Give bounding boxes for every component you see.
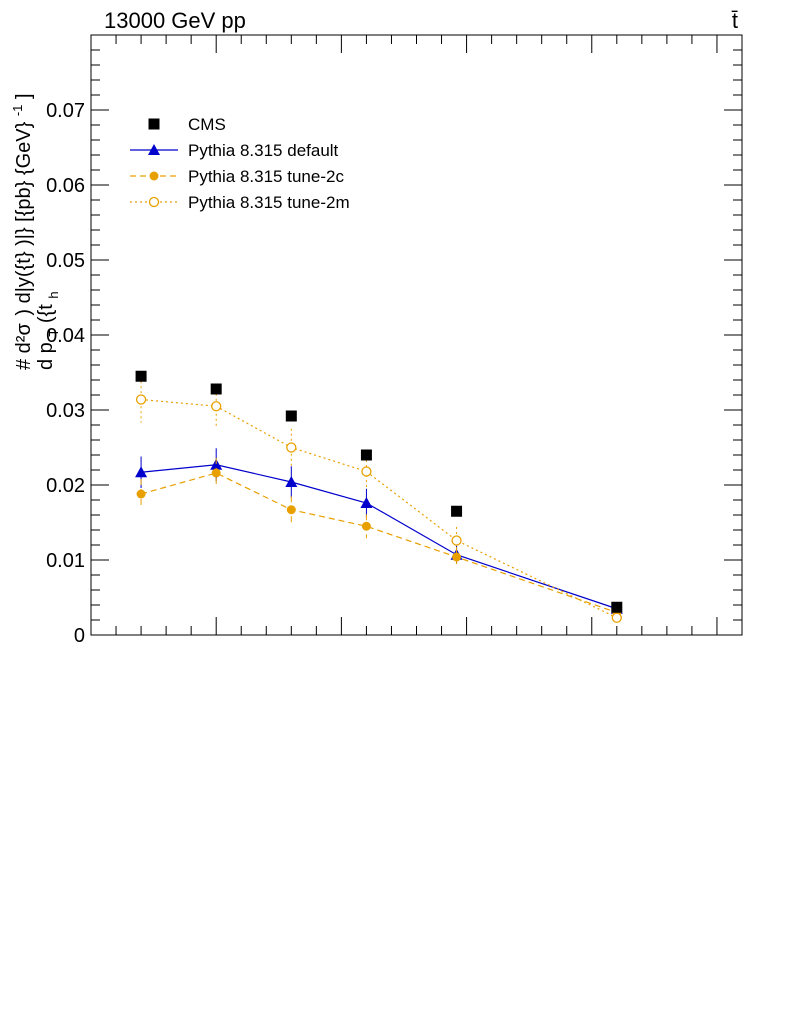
svg-text:# d²σ ) d|y({t}: # d²σ ) d|y({t} )|} [{pb} {GeV} -1 ] xyxy=(5,93,35,370)
y-tick-label: 0.01 xyxy=(46,550,85,572)
data-point xyxy=(451,505,463,517)
series-pythia-8-315-tune-2m xyxy=(135,376,622,623)
data-point xyxy=(136,489,146,499)
series-line xyxy=(140,472,618,614)
data-point xyxy=(210,383,222,395)
legend-marker xyxy=(149,171,159,181)
y-tick-label: 0.04 xyxy=(46,325,85,347)
data-point xyxy=(286,442,297,453)
data-point xyxy=(361,466,372,477)
series-pythia-8-315-tune-2c xyxy=(136,458,622,617)
data-point xyxy=(452,552,462,562)
header-left-label: 13000 GeV pp xyxy=(104,8,246,33)
axes: 0 0.01 0.02 0.03 0.04 0.05 0.06 0.07 xyxy=(46,34,743,647)
series-line xyxy=(141,464,617,610)
y-tick-label: 0 xyxy=(74,625,85,647)
data-point xyxy=(135,394,147,405)
y-tick-label: 0.02 xyxy=(46,475,85,497)
data-point xyxy=(286,505,296,515)
y-axis-label: # d²σ ) d|y({t} )|} [{pb} {GeV} -1 ] d p… xyxy=(5,93,63,370)
y-tick-label: 0.05 xyxy=(46,250,85,272)
series-cms xyxy=(135,370,623,613)
data-point xyxy=(285,476,298,487)
legend-label: Pythia 8.315 default xyxy=(188,141,339,160)
y-tick-label: 0.03 xyxy=(46,400,85,422)
data-point xyxy=(135,466,148,478)
legend-marker xyxy=(148,144,160,155)
series-layer xyxy=(135,370,623,623)
y-tick-label: 0.07 xyxy=(46,100,85,122)
data-point xyxy=(611,601,623,613)
svg-text:d p T ({t h: d p T ({t h xyxy=(35,291,63,370)
series-line xyxy=(141,398,618,619)
header-right-label: t̄ xyxy=(732,8,738,33)
data-point xyxy=(285,410,297,422)
data-point xyxy=(135,370,147,382)
data-point xyxy=(360,497,373,508)
data-point xyxy=(361,521,371,531)
data-point xyxy=(451,535,462,546)
legend-marker xyxy=(148,196,160,208)
data-point xyxy=(211,468,221,478)
legend-label: Pythia 8.315 tune-2m xyxy=(188,193,350,212)
y-tick-label: 0.06 xyxy=(46,175,85,197)
legend-label: Pythia 8.315 tune-2c xyxy=(188,167,344,186)
legend: CMS Pythia 8.315 default Pythia 8.315 tune… xyxy=(130,115,350,212)
data-point xyxy=(360,449,372,461)
data-point xyxy=(210,458,223,470)
legend-marker xyxy=(148,118,160,130)
data-point xyxy=(611,612,622,623)
data-point xyxy=(211,401,222,412)
legend-label: CMS xyxy=(188,115,226,134)
